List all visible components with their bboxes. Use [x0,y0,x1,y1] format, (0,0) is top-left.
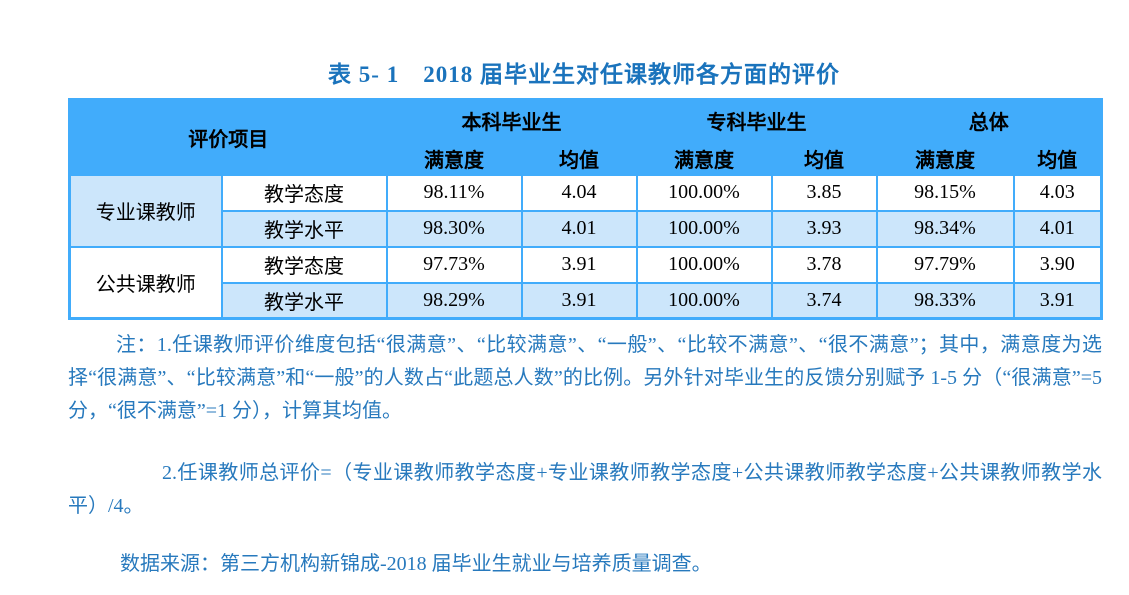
data-source-note: 数据来源：第三方机构新锦成-2018 届毕业生就业与培养质量调查。 [120,553,712,575]
value-cell: 4.01 [1012,209,1103,248]
value-cell: 3.85 [770,173,878,212]
table-row: 教学水平 98.30% 4.01 100.00% 3.93 98.34% 4.0… [70,209,1103,248]
value-cell: 3.74 [770,281,878,320]
evaluation-table: 评价项目 本科毕业生 专科毕业生 总体 满意度 均值 满意度 均值 满意度 均值… [68,98,1103,320]
group-header-undergraduate: 本科毕业生 [385,98,638,143]
aspect-cell: 教学水平 [220,209,388,248]
subheader-mean: 均值 [1012,140,1103,176]
footnote-2: 2.任课教师总评价=（专业课教师教学态度+专业课教师教学态度+公共课教师教学态度… [68,462,1102,517]
footnote-1: 注：1.任课教师评价维度包括“很满意”、“比较满意”、“一般”、“比较不满意”、… [68,334,1102,422]
header-sub-row: 满意度 均值 满意度 均值 满意度 均值 [70,140,1103,176]
table-row: 公共课教师 教学态度 97.73% 3.91 100.00% 3.78 97.7… [68,245,1103,320]
value-cell: 97.73% [385,245,523,284]
corner-header: 评价项目 [68,98,388,176]
subheader-satisfaction: 满意度 [385,140,523,176]
value-cell: 97.79% [875,245,1015,284]
subheader-mean: 均值 [770,140,878,176]
value-cell: 98.34% [875,209,1015,248]
subheader-satisfaction: 满意度 [635,140,773,176]
header-group-row: 评价项目 本科毕业生 专科毕业生 总体 [68,98,1103,176]
value-cell: 4.04 [520,173,638,212]
group-header-junior-college: 专科毕业生 [635,98,878,143]
table-title: 表 5- 1 2018 届毕业生对任课教师各方面的评价 [328,62,840,87]
subheader-mean: 均值 [520,140,638,176]
value-cell: 3.91 [1012,281,1103,320]
value-cell: 98.11% [385,173,523,212]
table-row: 专业课教师 教学态度 98.11% 4.04 100.00% 3.85 98.1… [68,173,1103,248]
aspect-cell: 教学水平 [220,281,388,320]
value-cell: 3.91 [520,281,638,320]
value-cell: 3.90 [1012,245,1103,284]
value-cell: 98.29% [385,281,523,320]
group-header-overall: 总体 [875,98,1103,143]
aspect-cell: 教学态度 [220,173,388,212]
value-cell: 98.15% [875,173,1015,212]
value-cell: 4.03 [1012,173,1103,212]
value-cell: 98.33% [875,281,1015,320]
value-cell: 98.30% [385,209,523,248]
aspect-cell: 教学态度 [220,245,388,284]
value-cell: 4.01 [520,209,638,248]
value-cell: 3.93 [770,209,878,248]
value-cell: 3.78 [770,245,878,284]
subheader-satisfaction: 满意度 [875,140,1015,176]
value-cell: 100.00% [635,281,773,320]
value-cell: 100.00% [635,173,773,212]
value-cell: 3.91 [520,245,638,284]
value-cell: 100.00% [635,245,773,284]
table-row: 教学水平 98.29% 3.91 100.00% 3.74 98.33% 3.9… [70,281,1103,320]
category-cell-professional-teachers: 专业课教师 [68,173,223,248]
value-cell: 100.00% [635,209,773,248]
category-cell-public-teachers: 公共课教师 [68,245,223,320]
